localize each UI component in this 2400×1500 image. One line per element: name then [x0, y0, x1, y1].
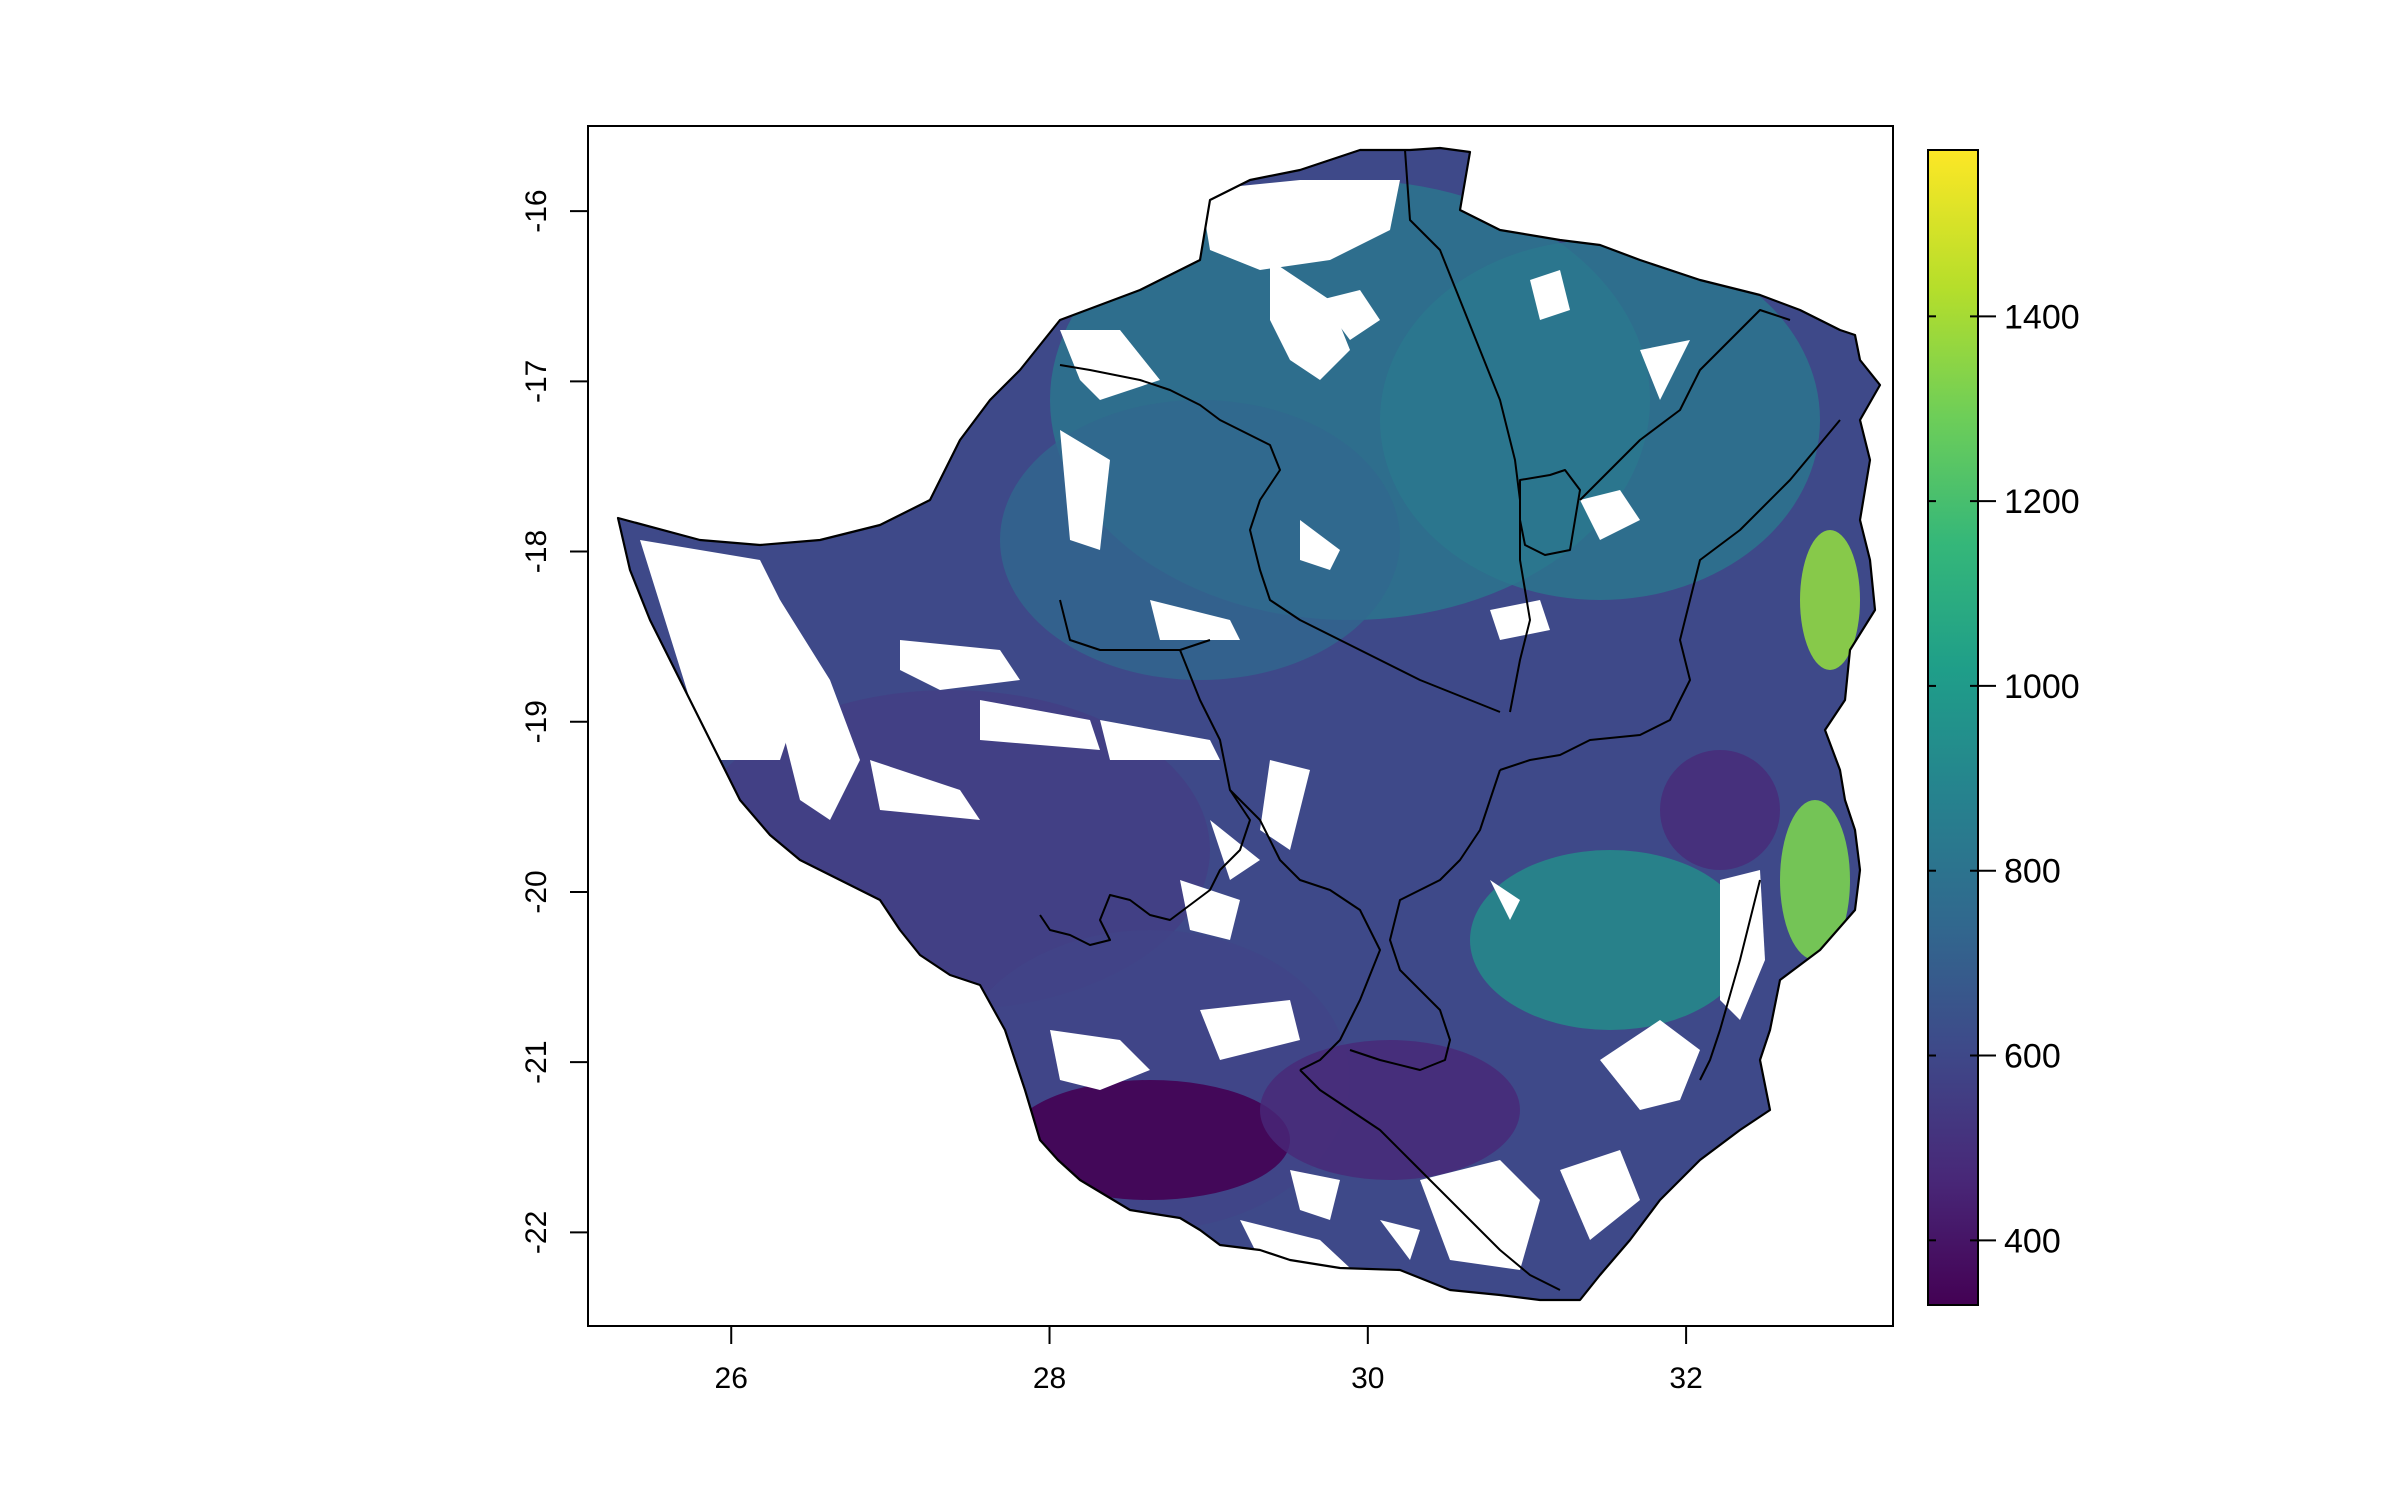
- y-tick-label: -21: [520, 1040, 553, 1083]
- legend-tick-label: 1000: [2004, 668, 2080, 706]
- y-tick-label: -17: [520, 360, 553, 403]
- y-tick-label: -19: [520, 700, 553, 743]
- raster-region-south-east: [1470, 850, 1750, 1030]
- y-axis: -16 -17 -18 -19 -20 -21 -22: [520, 189, 588, 1254]
- raster-region-east-highlands: [1800, 530, 1860, 670]
- legend-tick-label: 400: [2004, 1222, 2061, 1260]
- boundary-mash-central: [1579, 309, 1791, 501]
- legend: 400 600 800 1000 1200 1400: [1927, 149, 2080, 1306]
- x-tick-label: 30: [1351, 1362, 1384, 1395]
- y-tick-label: -20: [520, 870, 553, 913]
- boundary-bulawayo: [1039, 789, 1251, 946]
- raster-region-east-center: [1660, 750, 1780, 870]
- boundary-harare: [1519, 469, 1581, 556]
- legend-tick-label: 1200: [2004, 483, 2080, 521]
- boundary-midlands-west: [1179, 649, 1381, 1071]
- y-tick-label: -22: [520, 1211, 553, 1254]
- x-tick-label: 28: [1033, 1362, 1066, 1395]
- no-data-patches: [640, 180, 1765, 1270]
- raster-region-south: [1010, 1080, 1290, 1200]
- legend-tick-label: 1400: [2004, 298, 2080, 336]
- y-tick-label: -16: [520, 189, 553, 232]
- boundary-masvingo: [1699, 879, 1761, 1081]
- province-boundaries: [1039, 149, 1841, 1291]
- legend-colorbar: [1927, 149, 1979, 1306]
- raster-region-south-center: [1260, 1040, 1520, 1180]
- boundary-midlands-east: [1349, 769, 1501, 1071]
- country-boundary: [616, 146, 1882, 1302]
- raster-region-east-highlands-south: [1780, 800, 1850, 960]
- boundary-north-west: [1059, 364, 1501, 713]
- x-tick-label: 26: [715, 1362, 748, 1395]
- legend-tick-label: 800: [2004, 853, 2061, 891]
- legend-tick-label: 600: [2004, 1038, 2061, 1076]
- raster-region-north-east: [1380, 240, 1820, 600]
- boundary-mash-west-east: [1404, 149, 1531, 713]
- y-tick-label: -18: [520, 530, 553, 573]
- legend-ticks: 400 600 800 1000 1200 1400: [1928, 298, 2080, 1260]
- boundary-south: [1299, 1069, 1561, 1291]
- x-tick-label: 32: [1669, 1362, 1702, 1395]
- x-axis: 26 28 30 32: [715, 1326, 1703, 1395]
- boundary-mash-east: [1499, 419, 1841, 771]
- boundary-mat-north: [1059, 599, 1211, 651]
